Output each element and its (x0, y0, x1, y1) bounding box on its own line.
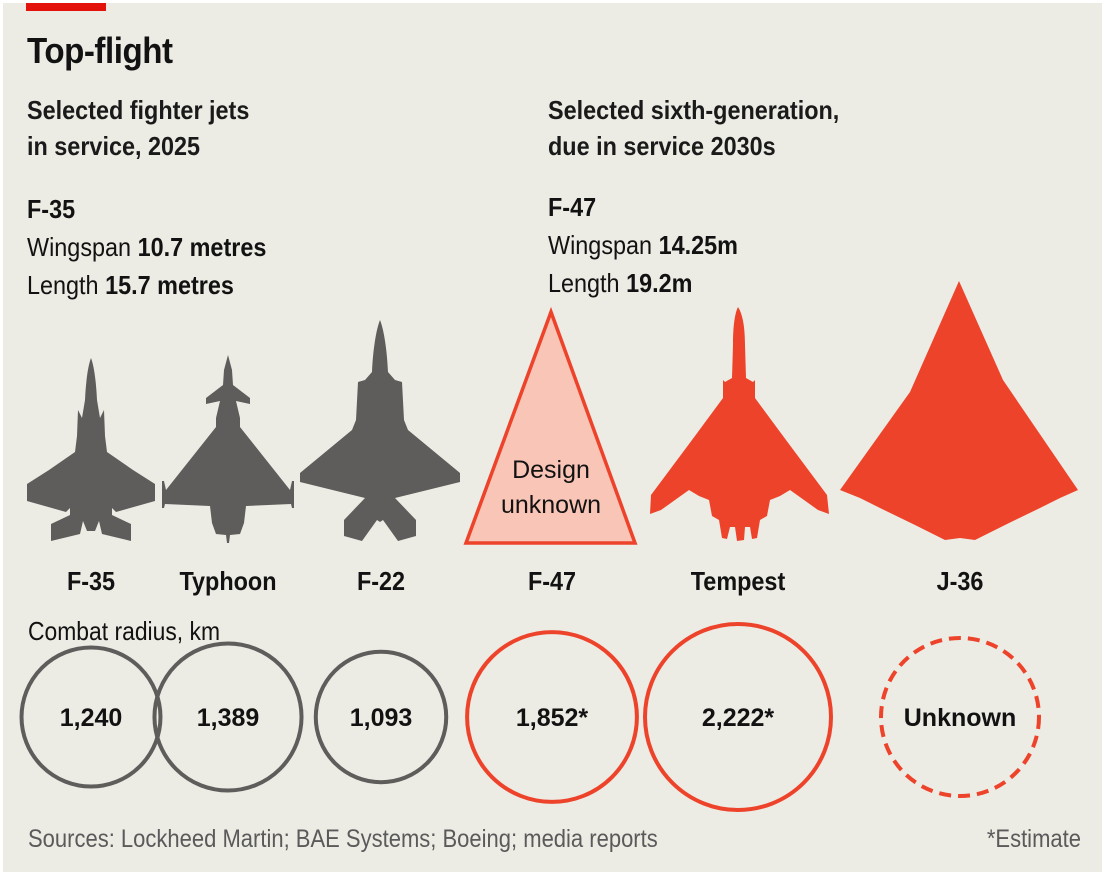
unknown-design-line2: unknown (501, 491, 601, 519)
unknown-design-line1: Design (512, 456, 590, 484)
chart-title: Top-flight (27, 30, 173, 71)
plane-label-f22: F-22 (356, 566, 406, 596)
radius-label-j36: Unknown (904, 704, 1017, 732)
estimate-footnote: *Estimate (986, 825, 1081, 853)
combat-radius-title: Combat radius, km (28, 616, 221, 646)
tempest-silhouette-icon (650, 307, 829, 541)
spec-f35-name: F-35 (27, 194, 76, 224)
radius-label-typhoon: 1,389 (197, 704, 260, 732)
sources-note: Sources: Lockheed Martin; BAE Systems; B… (28, 825, 658, 853)
radius-circle-j36 (879, 636, 1041, 798)
typhoon-silhouette-icon (162, 355, 294, 543)
plane-label-f47: F-47 (527, 566, 577, 596)
brand-red-bar (26, 3, 106, 11)
radius-circle-f47 (465, 630, 639, 804)
spec-f47-wingspan-value: 14.25m (658, 230, 738, 260)
spec-f35-length-value: 15.7 metres (105, 270, 234, 300)
radius-label-f22: 1,093 (350, 704, 413, 732)
spec-f47: F-47 Wingspan 14.25m Length 19.2m (548, 188, 738, 302)
radius-label-tempest: 2,222* (702, 704, 775, 732)
radius-circle-f35 (19, 645, 163, 789)
f22-silhouette-icon (300, 320, 460, 541)
f47-unknown-design-triangle (463, 306, 638, 545)
plane-label-tempest: Tempest (690, 566, 786, 596)
spec-f47-wingspan-label: Wingspan (548, 230, 653, 260)
radius-label-f47: 1,852* (516, 704, 589, 732)
subtitle-sixth-gen-line1: Selected sixth-generation, (548, 95, 840, 125)
plane-label-j36: J-36 (936, 566, 984, 596)
f35-silhouette-icon (27, 358, 155, 541)
plane-label-f35: F-35 (66, 566, 116, 596)
radius-circle-typhoon (152, 641, 304, 793)
subtitle-current-line1: Selected fighter jets (27, 95, 250, 125)
j36-silhouette-icon (840, 281, 1078, 540)
radius-circles: 1,240 1,389 1,093 1,852* 2,222* Unknown (19, 622, 1041, 812)
subtitle-current: Selected fighter jets in service, 2025 (27, 92, 249, 164)
plane-label-typhoon: Typhoon (179, 566, 277, 596)
radius-label-f35: 1,240 (60, 704, 123, 732)
subtitle-sixth-gen: Selected sixth-generation, due in servic… (548, 92, 839, 164)
subtitle-current-line2: in service, 2025 (27, 131, 201, 161)
spec-f35-length-label: Length (27, 270, 99, 300)
spec-f35-wingspan-label: Wingspan (27, 232, 132, 262)
spec-f35-wingspan-value: 10.7 metres (137, 232, 267, 262)
spec-f47-name: F-47 (548, 192, 597, 222)
radius-circle-tempest (643, 622, 833, 812)
spec-f47-length-value: 19.2m (626, 268, 693, 298)
spec-f47-length-label: Length (548, 268, 620, 298)
spec-f35: F-35 Wingspan 10.7 metres Length 15.7 me… (27, 190, 266, 304)
subtitle-sixth-gen-line2: due in service 2030s (548, 131, 776, 161)
radius-circle-f22 (313, 649, 449, 785)
